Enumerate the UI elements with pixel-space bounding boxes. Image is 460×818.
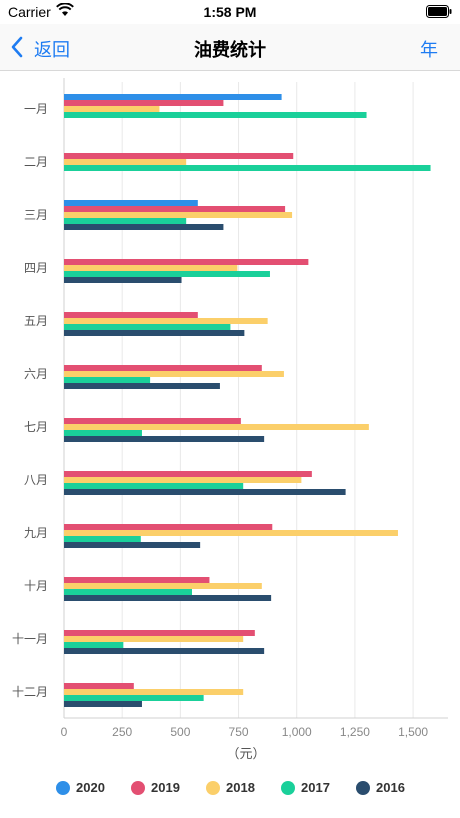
- bar-2018-12: [64, 689, 244, 695]
- chevron-left-icon: [11, 36, 23, 58]
- x-axis-label: （元）: [226, 746, 265, 761]
- bar-2018-5: [64, 318, 268, 324]
- bar-2019-4: [64, 259, 309, 265]
- category-tick-label: 十二月: [12, 685, 48, 699]
- bar-2016-9: [64, 542, 201, 548]
- category-tick-label: 八月: [24, 473, 48, 487]
- x-tick-label: 1,500: [398, 725, 428, 739]
- bar-2019-10: [64, 577, 210, 583]
- bar-2017-7: [64, 430, 142, 436]
- category-tick-label: 一月: [24, 102, 48, 116]
- bar-2018-11: [64, 636, 244, 642]
- bar-2019-6: [64, 365, 262, 371]
- wifi-icon: [56, 3, 74, 16]
- legend-dot-icon: [281, 781, 295, 795]
- bar-2017-12: [64, 695, 204, 701]
- bar-2016-3: [64, 224, 224, 230]
- category-tick-label: 六月: [24, 367, 48, 381]
- bar-2019-8: [64, 471, 312, 477]
- bar-2016-6: [64, 383, 220, 389]
- category-tick-label: 五月: [24, 314, 48, 328]
- bar-2017-3: [64, 218, 187, 224]
- bar-2020-3: [64, 200, 198, 206]
- category-tick-label: 十月: [24, 579, 48, 593]
- legend-label: 2018: [226, 780, 255, 795]
- bar-2019-5: [64, 312, 198, 318]
- bar-2016-4: [64, 277, 182, 283]
- year-button[interactable]: 年: [420, 40, 438, 60]
- battery-icon: [426, 5, 452, 18]
- bar-2019-9: [64, 524, 273, 530]
- bar-2017-5: [64, 324, 231, 330]
- bar-2019-1: [64, 100, 224, 106]
- bar-2018-3: [64, 212, 293, 218]
- bar-2017-8: [64, 483, 244, 489]
- bar-2016-5: [64, 330, 245, 336]
- bar-2016-11: [64, 648, 265, 654]
- bar-2018-2: [64, 159, 187, 165]
- bar-2017-9: [64, 536, 141, 542]
- legend-label: 2019: [151, 780, 180, 795]
- category-tick-label: 二月: [24, 155, 48, 169]
- bar-2019-2: [64, 153, 294, 159]
- x-tick-label: 0: [61, 725, 68, 739]
- bar-2018-9: [64, 530, 398, 536]
- bar-2019-11: [64, 630, 255, 636]
- bar-2018-7: [64, 424, 369, 430]
- carrier-label: Carrier: [8, 4, 51, 20]
- legend-dot-icon: [206, 781, 220, 795]
- bar-2016-12: [64, 701, 142, 707]
- category-tick-label: 七月: [24, 420, 48, 434]
- bar-2017-11: [64, 642, 124, 648]
- x-tick-label: 250: [112, 725, 132, 739]
- x-tick-label: 1,250: [340, 725, 370, 739]
- page-title: 油费统计: [194, 40, 266, 60]
- bar-2016-8: [64, 489, 346, 495]
- x-tick-label: 500: [170, 725, 190, 739]
- x-tick-label: 1,000: [282, 725, 312, 739]
- bar-2017-1: [64, 112, 367, 118]
- fuel-cost-bar-chart: 0 250 500 750 1,000 1,250 1,500 （元） 一月二月三月四月五月六月…: [12, 78, 448, 761]
- bar-2018-1: [64, 106, 160, 112]
- bar-2019-7: [64, 418, 241, 424]
- legend-dot-icon: [56, 781, 70, 795]
- bar-2018-4: [64, 265, 238, 271]
- bar-2018-10: [64, 583, 262, 589]
- bar-2018-6: [64, 371, 284, 377]
- bar-2019-3: [64, 206, 286, 212]
- bar-2017-10: [64, 589, 192, 595]
- status-bar: Carrier 1:58 PM: [0, 0, 460, 24]
- bar-2018-8: [64, 477, 302, 483]
- legend-dot-icon: [131, 781, 145, 795]
- legend-label: 2016: [376, 780, 405, 795]
- bar-2017-6: [64, 377, 151, 383]
- bar-2020-1: [64, 94, 282, 100]
- category-tick-label: 三月: [24, 208, 48, 222]
- bar-2017-2: [64, 165, 431, 171]
- x-tick-label: 750: [229, 725, 249, 739]
- chart-legend: 2020 2019 2018 2017 2016: [0, 776, 460, 800]
- status-time: 1:58 PM: [203, 4, 257, 20]
- bar-2019-12: [64, 683, 134, 689]
- legend-dot-icon: [356, 781, 370, 795]
- bar-2016-7: [64, 436, 265, 442]
- legend-label: 2020: [76, 780, 105, 795]
- legend-label: 2017: [301, 780, 330, 795]
- category-tick-label: 九月: [24, 526, 48, 540]
- bar-2017-4: [64, 271, 270, 277]
- category-tick-label: 四月: [24, 261, 48, 275]
- nav-bar: 返回 油费统计 年: [0, 24, 460, 71]
- back-button-label: 返回: [34, 40, 70, 60]
- bar-2016-10: [64, 595, 272, 601]
- category-tick-label: 十一月: [12, 632, 48, 646]
